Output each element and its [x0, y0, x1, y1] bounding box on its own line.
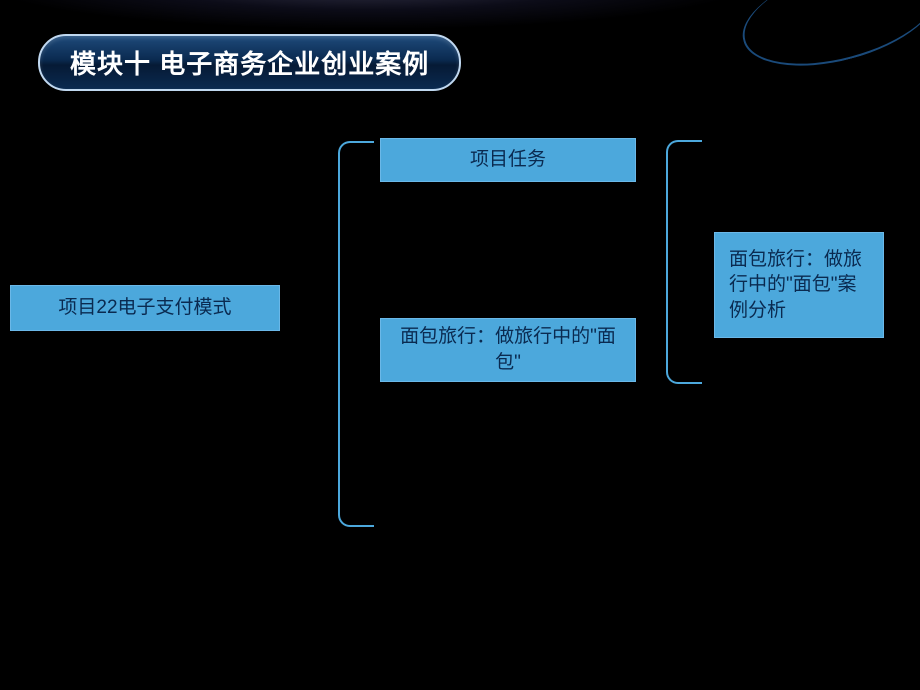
node-mid-top: 项目任务 — [380, 138, 636, 182]
node-mid-bottom: 面包旅行：做旅行中的"面包" — [380, 318, 636, 382]
node-right-label: 面包旅行：做旅行中的"面包"案例分析 — [729, 247, 869, 324]
slide-title-bar: 模块十 电子商务企业创业案例 — [38, 34, 461, 91]
node-right: 面包旅行：做旅行中的"面包"案例分析 — [714, 232, 884, 338]
node-mid-top-label: 项目任务 — [470, 147, 546, 173]
node-root-label: 项目22电子支付模式 — [58, 295, 231, 321]
bracket-right — [666, 140, 702, 384]
decorative-arc — [732, 0, 920, 84]
node-mid-bottom-label: 面包旅行：做旅行中的"面包" — [395, 324, 621, 375]
bracket-left — [338, 141, 374, 527]
node-root: 项目22电子支付模式 — [10, 285, 280, 331]
slide-title-text: 模块十 电子商务企业创业案例 — [70, 49, 429, 79]
